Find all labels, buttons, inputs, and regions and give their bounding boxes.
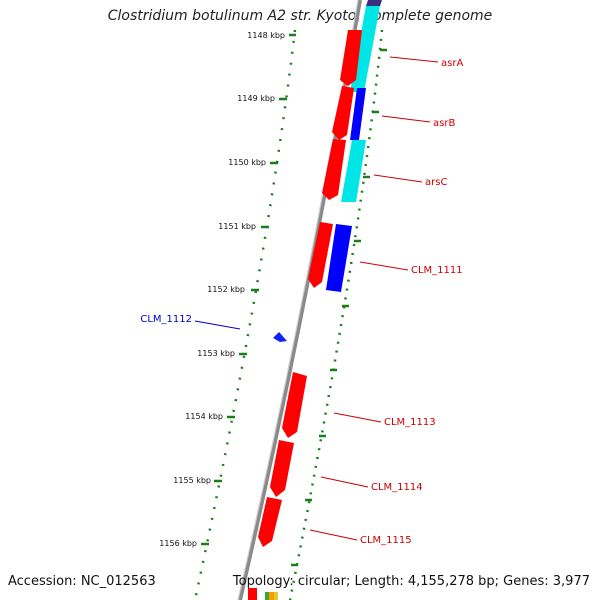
leader-CLM-1111	[359, 261, 409, 271]
outer-ticks	[291, 48, 387, 567]
accession-label: Accession: NC_012563	[8, 574, 156, 589]
feature-green	[265, 592, 269, 600]
map-title: Clostridium botulinum A2 str. Kyoto, com…	[107, 8, 493, 24]
gene-label-asrA: asrA	[441, 58, 463, 69]
gene-label-CLM-1112: CLM_1112	[140, 314, 192, 325]
gene-label-arsC: arsC	[425, 177, 447, 188]
feature-blue	[326, 224, 352, 292]
feature-blue	[350, 88, 366, 140]
leader-lines	[194, 56, 439, 541]
gene-label-CLM-1111: CLM_1111	[411, 265, 463, 276]
scale-label: 1156 kbp	[159, 539, 197, 548]
gene-arsC	[322, 139, 346, 200]
gene-CLM-1114	[270, 440, 294, 497]
feature-orange	[269, 592, 274, 600]
genome-summary: Topology: circular; Length: 4,155,278 bp…	[232, 574, 590, 589]
feature-dark	[366, 0, 382, 6]
inner-scale-ring	[193, 29, 297, 600]
gene-asrA	[340, 30, 362, 86]
gene-labels: asrA asrB arsC CLM_1111 CLM_1112 CLM_111…	[140, 58, 463, 546]
leader-CLM-1115	[309, 529, 358, 541]
scale-label: 1152 kbp	[207, 285, 245, 294]
feature-track	[248, 0, 382, 600]
scale-label: 1149 kbp	[237, 94, 275, 103]
leader-asrA	[389, 56, 439, 63]
gene-CLM-1113	[282, 372, 307, 438]
gene-label-CLM-1113: CLM_1113	[384, 417, 436, 428]
feature-cyan	[350, 6, 380, 92]
outer-tick-ring	[288, 29, 384, 600]
scale-label: 1155 kbp	[173, 476, 211, 485]
gene-label-CLM-1115: CLM_1115	[360, 535, 412, 546]
feature-red	[248, 588, 257, 600]
scale-ticks: 1148 kbp 1149 kbp 1150 kbp 1151 kbp 1152…	[159, 31, 296, 548]
gene-label-asrB: asrB	[433, 118, 455, 129]
scale-label: 1148 kbp	[247, 31, 285, 40]
scale-label: 1153 kbp	[197, 349, 235, 358]
gene-asrB	[332, 86, 354, 140]
scale-label: 1151 kbp	[218, 222, 256, 231]
leader-CLM-1114	[320, 476, 369, 488]
scale-label: 1150 kbp	[228, 158, 266, 167]
leader-arsC	[373, 174, 423, 183]
leader-CLM-1113	[333, 412, 382, 423]
gene-CLM-1111	[308, 222, 333, 288]
leader-asrB	[381, 115, 431, 123]
gene-CLM-1112	[273, 332, 287, 342]
feature-yellow	[274, 592, 278, 600]
gene-CLM-1115	[258, 497, 282, 547]
gene-label-CLM-1114: CLM_1114	[371, 482, 423, 493]
leader-CLM-1112	[194, 320, 241, 330]
scale-label: 1154 kbp	[185, 412, 223, 421]
feature-cyan	[341, 140, 366, 202]
genome-backbone-highlight	[237, 0, 359, 600]
